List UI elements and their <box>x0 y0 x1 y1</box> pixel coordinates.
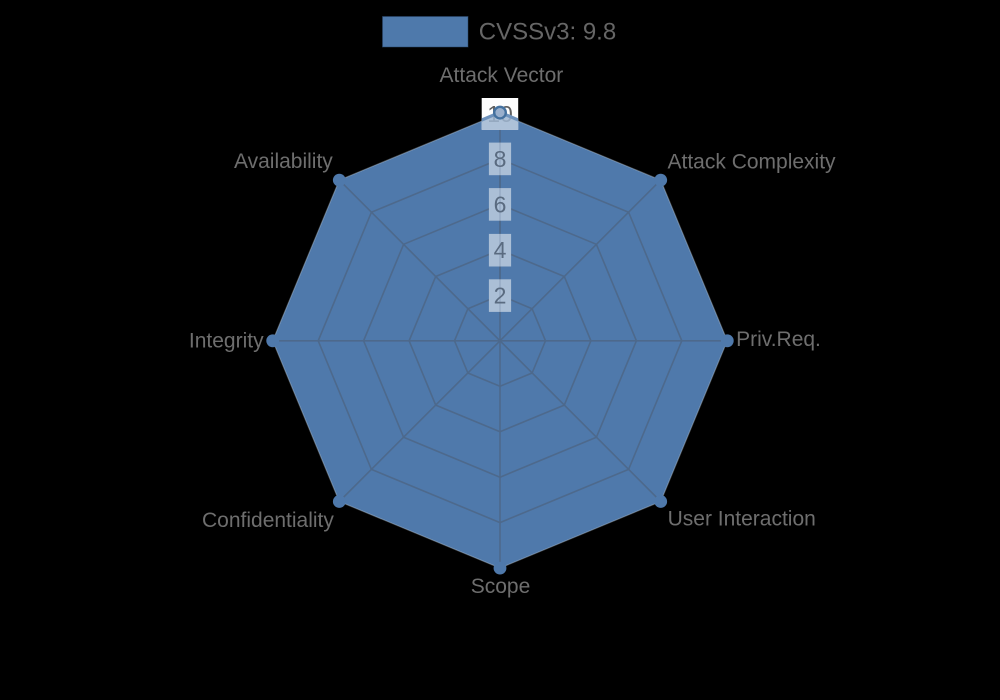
svg-text:Scope: Scope <box>471 575 531 598</box>
svg-text:Integrity: Integrity <box>189 329 264 352</box>
svg-text:Attack Vector: Attack Vector <box>440 64 564 87</box>
svg-text:Priv.Req.: Priv.Req. <box>736 328 821 351</box>
svg-text:6: 6 <box>494 191 507 217</box>
svg-text:User Interaction: User Interaction <box>668 507 816 530</box>
svg-text:8: 8 <box>494 146 507 172</box>
svg-text:Confidentiality: Confidentiality <box>202 509 334 532</box>
svg-text:4: 4 <box>494 237 507 263</box>
svg-text:Attack Complexity: Attack Complexity <box>668 150 837 173</box>
svg-text:2: 2 <box>494 283 507 309</box>
svg-text:CVSSv3: 9.8: CVSSv3: 9.8 <box>479 19 616 46</box>
svg-text:Availability: Availability <box>234 150 333 173</box>
